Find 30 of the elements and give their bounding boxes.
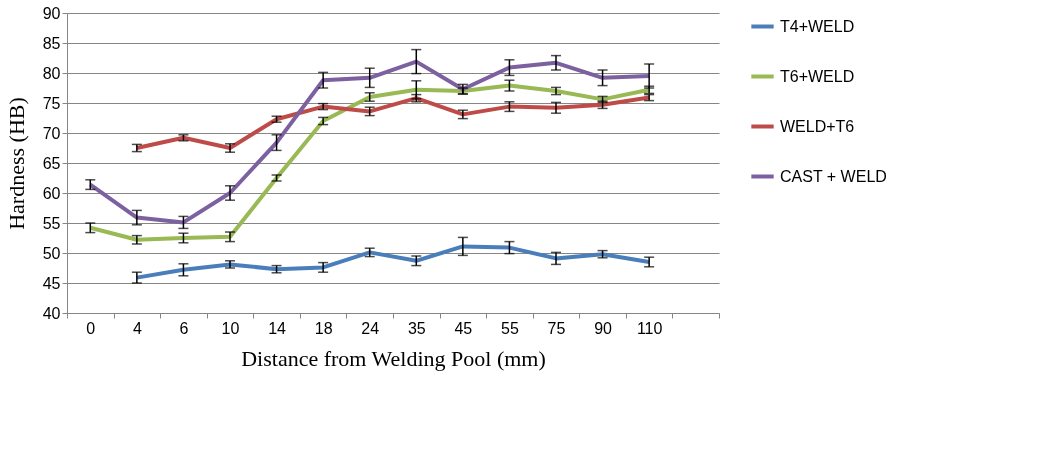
y-axis-title: Hardness (HB) (3, 97, 29, 230)
x-tick-label: 55 (501, 319, 519, 337)
x-tick-label: 90 (594, 319, 613, 337)
x-tick-label: 10 (221, 319, 240, 337)
x-tick-label: 0 (86, 319, 96, 337)
y-tick-label: 75 (42, 94, 61, 112)
legend-label: CAST + WELD (780, 167, 887, 185)
x-tick-label: 35 (407, 319, 426, 337)
y-tick-label: 60 (42, 184, 61, 202)
x-tick-label: 6 (179, 319, 189, 337)
y-tick-label: 80 (42, 64, 61, 82)
y-tick-label: 65 (42, 154, 61, 172)
x-tick-label: 24 (361, 319, 380, 337)
y-tick-label: 85 (42, 34, 61, 52)
y-tick-label: 45 (42, 274, 61, 292)
y-tick-label: 55 (42, 214, 61, 232)
x-tick-label: 110 (636, 319, 663, 337)
y-tick-label: 90 (42, 4, 61, 22)
y-tick-label: 50 (42, 244, 61, 262)
x-tick-label: 14 (268, 319, 287, 337)
legend-label: T6+WELD (780, 67, 855, 85)
x-tick-label: 45 (454, 319, 473, 337)
x-axis-title: Distance from Welding Pool (mm) (241, 345, 546, 371)
legend-label: T4+WELD (780, 17, 855, 35)
y-tick-label: 40 (42, 304, 61, 322)
legend-label: WELD+T6 (780, 117, 855, 135)
x-tick-label: 18 (314, 319, 333, 337)
x-tick-label: 75 (547, 319, 566, 337)
y-tick-label: 70 (42, 124, 61, 142)
x-tick-label: 4 (132, 319, 142, 337)
